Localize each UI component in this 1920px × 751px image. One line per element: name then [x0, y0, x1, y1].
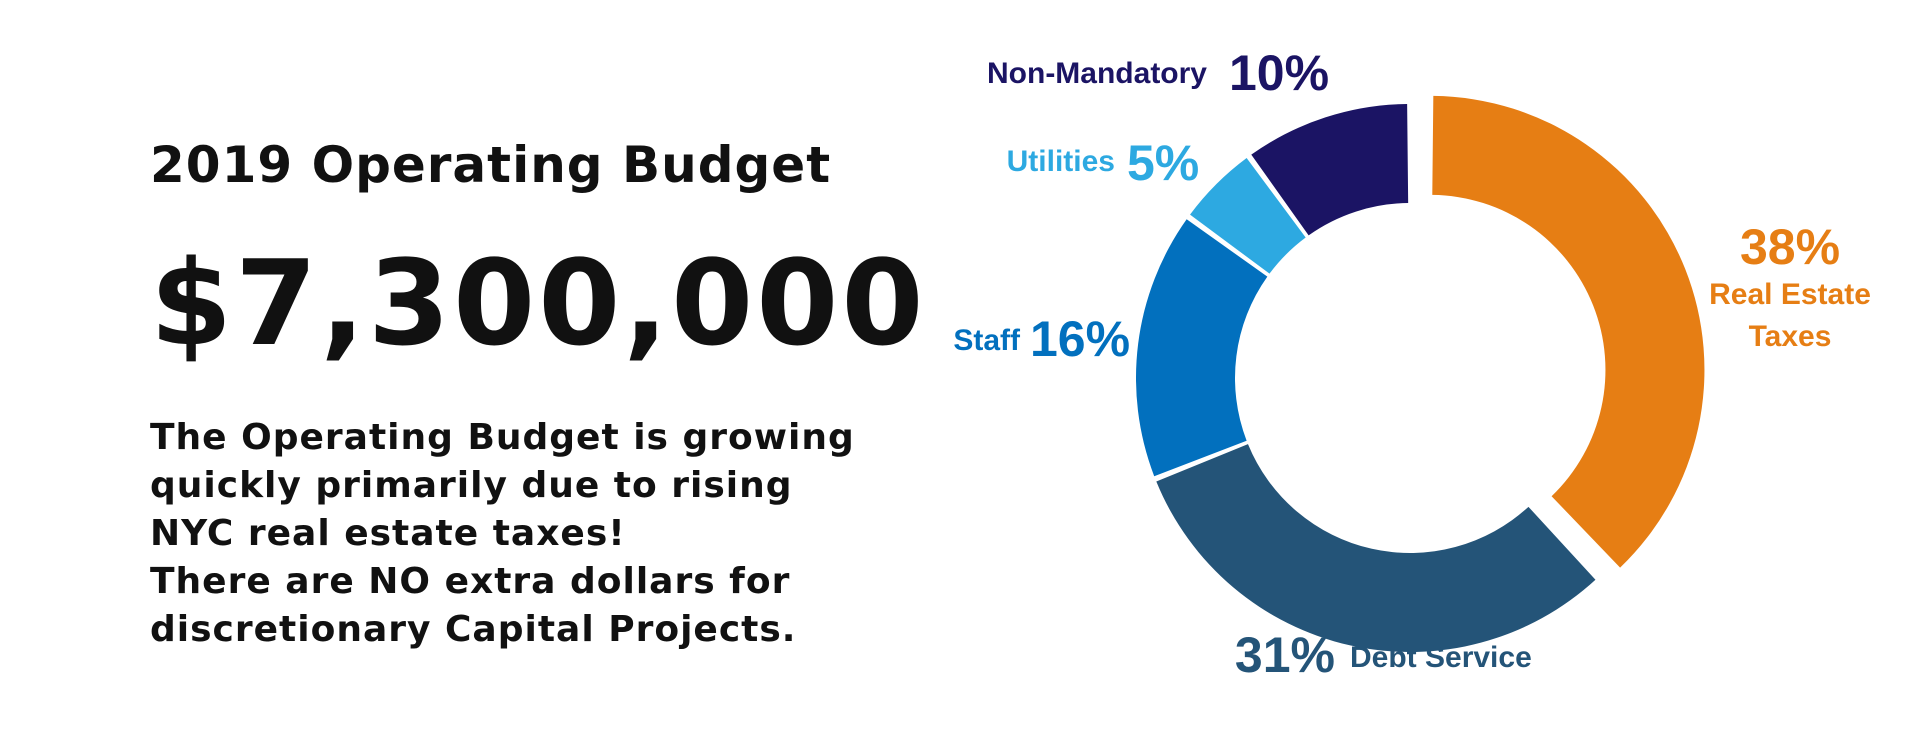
budget-amount: $7,300,000 [150, 234, 927, 372]
donut-slice-non-mandatory [1251, 104, 1409, 236]
slice-label-real-estate-taxes-line2: Taxes [1749, 320, 1832, 353]
description-line: NYC real estate taxes! [150, 513, 626, 554]
description-line: There are NO extra dollars for [150, 561, 791, 602]
slice-pct-debt-service: 31% [1235, 627, 1335, 683]
slice-label-utilities: Utilities [1007, 145, 1115, 178]
slice-label-staff: Staff [953, 324, 1021, 357]
slice-pct-staff: 16% [1030, 311, 1130, 367]
description-line: The Operating Budget is growing [150, 417, 855, 458]
donut-slice-utilities [1190, 158, 1306, 274]
donut-slice-debt-service [1156, 444, 1596, 653]
donut-slices [1136, 95, 1705, 653]
budget-title: 2019 Operating Budget [150, 136, 832, 194]
budget-summary: 2019 Operating Budget $7,300,000 The Ope… [150, 120, 927, 654]
description-line: discretionary Capital Projects. [150, 609, 797, 650]
description-line: quickly primarily due to rising [150, 465, 793, 506]
slice-pct-non-mandatory: 10% [1229, 45, 1329, 101]
slice-label-real-estate-taxes-line1: Real Estate [1709, 278, 1871, 311]
slice-pct-real-estate-taxes: 38% [1740, 219, 1840, 275]
donut-slice-real-estate-taxes [1432, 95, 1705, 568]
budget-description: The Operating Budget is growing quickly … [150, 414, 870, 654]
slice-label-debt-service: Debt Service [1350, 641, 1532, 674]
donut-slice-staff [1136, 219, 1268, 477]
slice-pct-utilities: 5% [1127, 135, 1199, 191]
slice-label-non-mandatory: Non-Mandatory [987, 57, 1207, 90]
